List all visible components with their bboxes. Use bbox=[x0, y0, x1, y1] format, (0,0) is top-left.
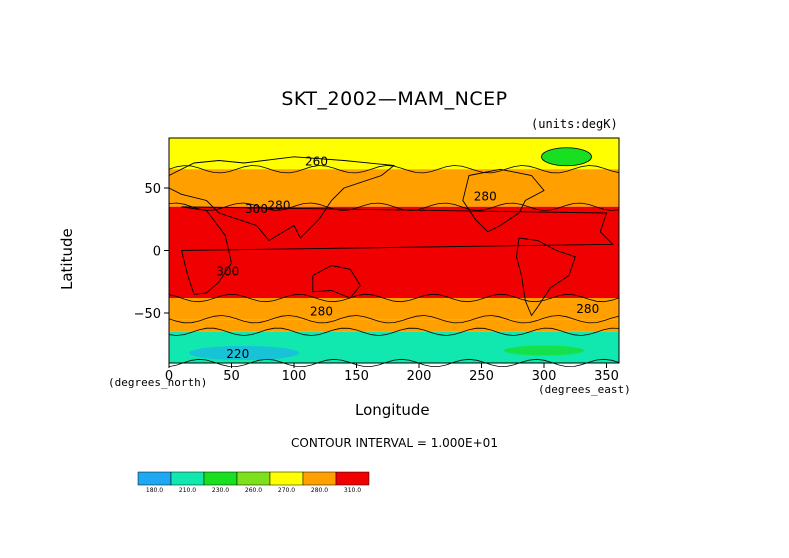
coastlines bbox=[168, 156, 614, 317]
contour-label-1: 280 bbox=[474, 190, 497, 204]
x-tick-label-5: 250 bbox=[469, 369, 494, 384]
greenland-patch bbox=[541, 147, 592, 167]
legend-label-6: 310.0 bbox=[344, 487, 361, 494]
legend-swatch-3 bbox=[236, 471, 271, 486]
x-tick-label-1: 50 bbox=[223, 369, 240, 384]
x-tick-label-0: 0 bbox=[165, 369, 173, 384]
coastline-0 bbox=[168, 156, 396, 242]
contour-line-0 bbox=[168, 165, 620, 174]
legend-label-0: 180.0 bbox=[146, 487, 163, 494]
x-axis-label: Longitude bbox=[355, 401, 430, 419]
contour-label-3: 280 bbox=[268, 198, 291, 212]
contour-line-3 bbox=[168, 315, 620, 324]
contour-label-6: 280 bbox=[576, 302, 599, 316]
legend-label-4: 270.0 bbox=[278, 487, 295, 494]
y-tick-label-2: −50 bbox=[134, 307, 161, 322]
x-axis-note: (degrees_north) bbox=[108, 376, 208, 389]
temp-band-3 bbox=[169, 298, 619, 320]
contour-label-0: 260 bbox=[305, 155, 328, 169]
contour-line-2 bbox=[168, 293, 620, 303]
legend-swatch-0 bbox=[137, 471, 172, 486]
legend-swatch-1 bbox=[170, 471, 205, 486]
temp-band-4 bbox=[169, 319, 619, 332]
contour-label-4: 300 bbox=[216, 265, 239, 279]
y-tick-label-1: 0 bbox=[153, 245, 161, 260]
temp-band-1 bbox=[169, 169, 619, 207]
coastline-3 bbox=[462, 168, 545, 233]
legend-swatch-6 bbox=[335, 471, 370, 486]
legend-swatch-4 bbox=[269, 471, 304, 486]
chart-title: SKT_2002—MAM_NCEP bbox=[281, 88, 508, 110]
y-axis-note: (degrees_east) bbox=[538, 383, 631, 396]
coastline-1 bbox=[180, 206, 614, 295]
units-note: (units:degK) bbox=[531, 117, 618, 131]
y-tick-label-0: 50 bbox=[144, 182, 161, 197]
temperature-bands bbox=[168, 138, 620, 368]
contour-line-5 bbox=[168, 358, 620, 368]
contour-line-1 bbox=[168, 202, 620, 211]
contour-label-5: 280 bbox=[310, 305, 333, 319]
contour-label-7: 220 bbox=[226, 347, 249, 361]
antarctic-warm-patch bbox=[504, 345, 584, 356]
contour-line-4 bbox=[168, 327, 620, 336]
legend-label-1: 210.0 bbox=[179, 487, 196, 494]
legend-label-5: 280.0 bbox=[311, 487, 328, 494]
x-tick-label-7: 350 bbox=[594, 369, 619, 384]
axis-ticks: 0 50 100 150 200 250 300 350 50 0 −50 bbox=[134, 182, 619, 384]
legend-label-3: 260.0 bbox=[245, 487, 262, 494]
legend-swatch-2 bbox=[203, 471, 238, 486]
contour-interval-note: CONTOUR INTERVAL = 1.000E+01 bbox=[291, 436, 498, 450]
coastline-2 bbox=[312, 265, 361, 299]
x-tick-label-2: 100 bbox=[282, 369, 307, 384]
color-legend: 180.0 210.0 230.0 260.0 270.0 280.0 310.0 bbox=[137, 471, 370, 494]
antarctic-cold-patch bbox=[189, 346, 299, 360]
x-tick-label-4: 200 bbox=[407, 369, 432, 384]
coastline-4 bbox=[516, 237, 576, 317]
temp-band-2 bbox=[169, 206, 619, 298]
x-tick-label-3: 150 bbox=[344, 369, 369, 384]
contour-label-2: 300 bbox=[245, 202, 268, 216]
legend-swatch-5 bbox=[302, 471, 337, 486]
legend-label-2: 230.0 bbox=[212, 487, 229, 494]
x-tick-label-6: 300 bbox=[532, 369, 557, 384]
